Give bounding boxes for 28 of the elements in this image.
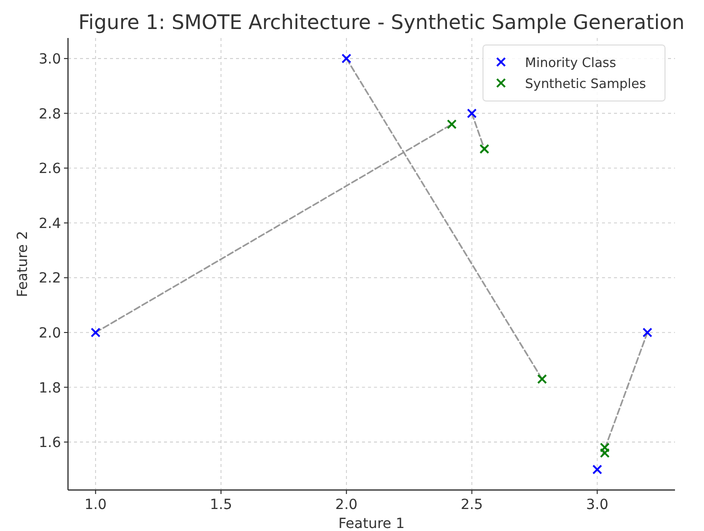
x-tick-label: 1.5 xyxy=(210,497,232,513)
y-tick-label: 3.0 xyxy=(38,52,61,68)
y-tick-label: 2.2 xyxy=(38,270,61,287)
point xyxy=(642,328,652,338)
x-axis-title: Feature 1 xyxy=(338,516,405,531)
x-tick-label: 2.0 xyxy=(335,497,358,513)
point xyxy=(600,448,610,458)
point xyxy=(446,119,457,130)
y-tick-label: 2.0 xyxy=(38,325,61,342)
x-tick-label: 2.5 xyxy=(460,497,483,513)
point xyxy=(600,442,610,452)
y-tick-label: 2.4 xyxy=(38,216,62,232)
x-tick-label: 3.0 xyxy=(586,497,608,513)
y-tick-label: 2.8 xyxy=(38,106,61,122)
point xyxy=(592,464,602,474)
point xyxy=(466,108,477,118)
point xyxy=(342,54,352,64)
y-axis-title: Feature 2 xyxy=(15,230,31,298)
x-tick-label: 1.0 xyxy=(84,497,107,513)
y-tick-label: 2.6 xyxy=(38,161,62,178)
legend-label: Synthetic Samples xyxy=(525,77,646,92)
chart-title: Figure 1: SMOTE Architecture - Synthetic Sample Generation xyxy=(78,10,685,34)
point xyxy=(90,328,100,338)
y-tick-label: 1.8 xyxy=(38,380,61,396)
legend-label: Minority Class xyxy=(525,56,616,71)
y-tick-label: 1.6 xyxy=(38,435,62,452)
point xyxy=(537,374,547,384)
point xyxy=(479,144,490,154)
